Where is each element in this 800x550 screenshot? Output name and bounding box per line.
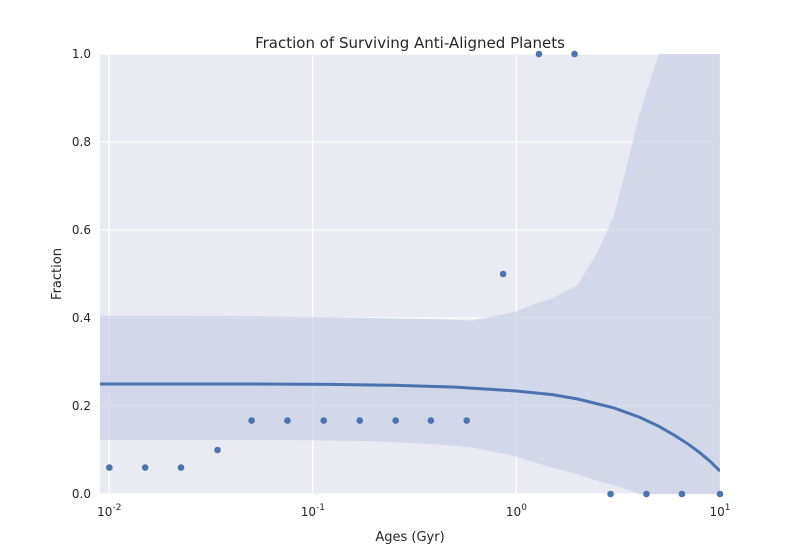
x-tick-label: 10-1 (301, 503, 325, 519)
x-tick-label: 101 (709, 503, 730, 519)
data-points (106, 50, 724, 498)
y-axis-label: Fraction (50, 248, 65, 300)
data-point (392, 417, 399, 424)
y-tick-label: 1.0 (72, 47, 91, 61)
data-point (284, 417, 291, 424)
chart-title: Fraction of Surviving Anti-Aligned Plane… (255, 34, 565, 52)
y-tick-label: 0.4 (72, 311, 91, 325)
fit-line (100, 382, 720, 473)
data-point (356, 417, 364, 424)
data-point (535, 50, 543, 58)
data-point (320, 417, 327, 424)
data-point (571, 50, 578, 58)
data-point (106, 464, 113, 471)
data-point (214, 446, 221, 454)
data-point (607, 490, 614, 498)
data-point (499, 270, 507, 278)
data-point (141, 464, 149, 471)
y-tick-labels: 0.0 0.2 0.4 0.6 0.8 1.0 (72, 47, 91, 501)
y-tick-label: 0.2 (72, 399, 91, 413)
x-tick-labels: 10-2 10-1 100 101 (97, 503, 730, 519)
x-axis-label: Ages (Gyr) (375, 530, 444, 545)
y-tick-label: 0.0 (72, 487, 91, 501)
x-tick-label: 10-2 (97, 503, 121, 519)
data-point (678, 490, 686, 498)
data-point (643, 490, 650, 498)
y-tick-label: 0.6 (72, 223, 91, 237)
x-tick-label: 100 (506, 503, 527, 519)
y-tick-label: 0.8 (72, 135, 91, 149)
data-point (463, 417, 471, 424)
data-point (427, 417, 435, 424)
data-point (716, 490, 724, 498)
data-point (248, 417, 255, 424)
data-point (177, 464, 185, 471)
